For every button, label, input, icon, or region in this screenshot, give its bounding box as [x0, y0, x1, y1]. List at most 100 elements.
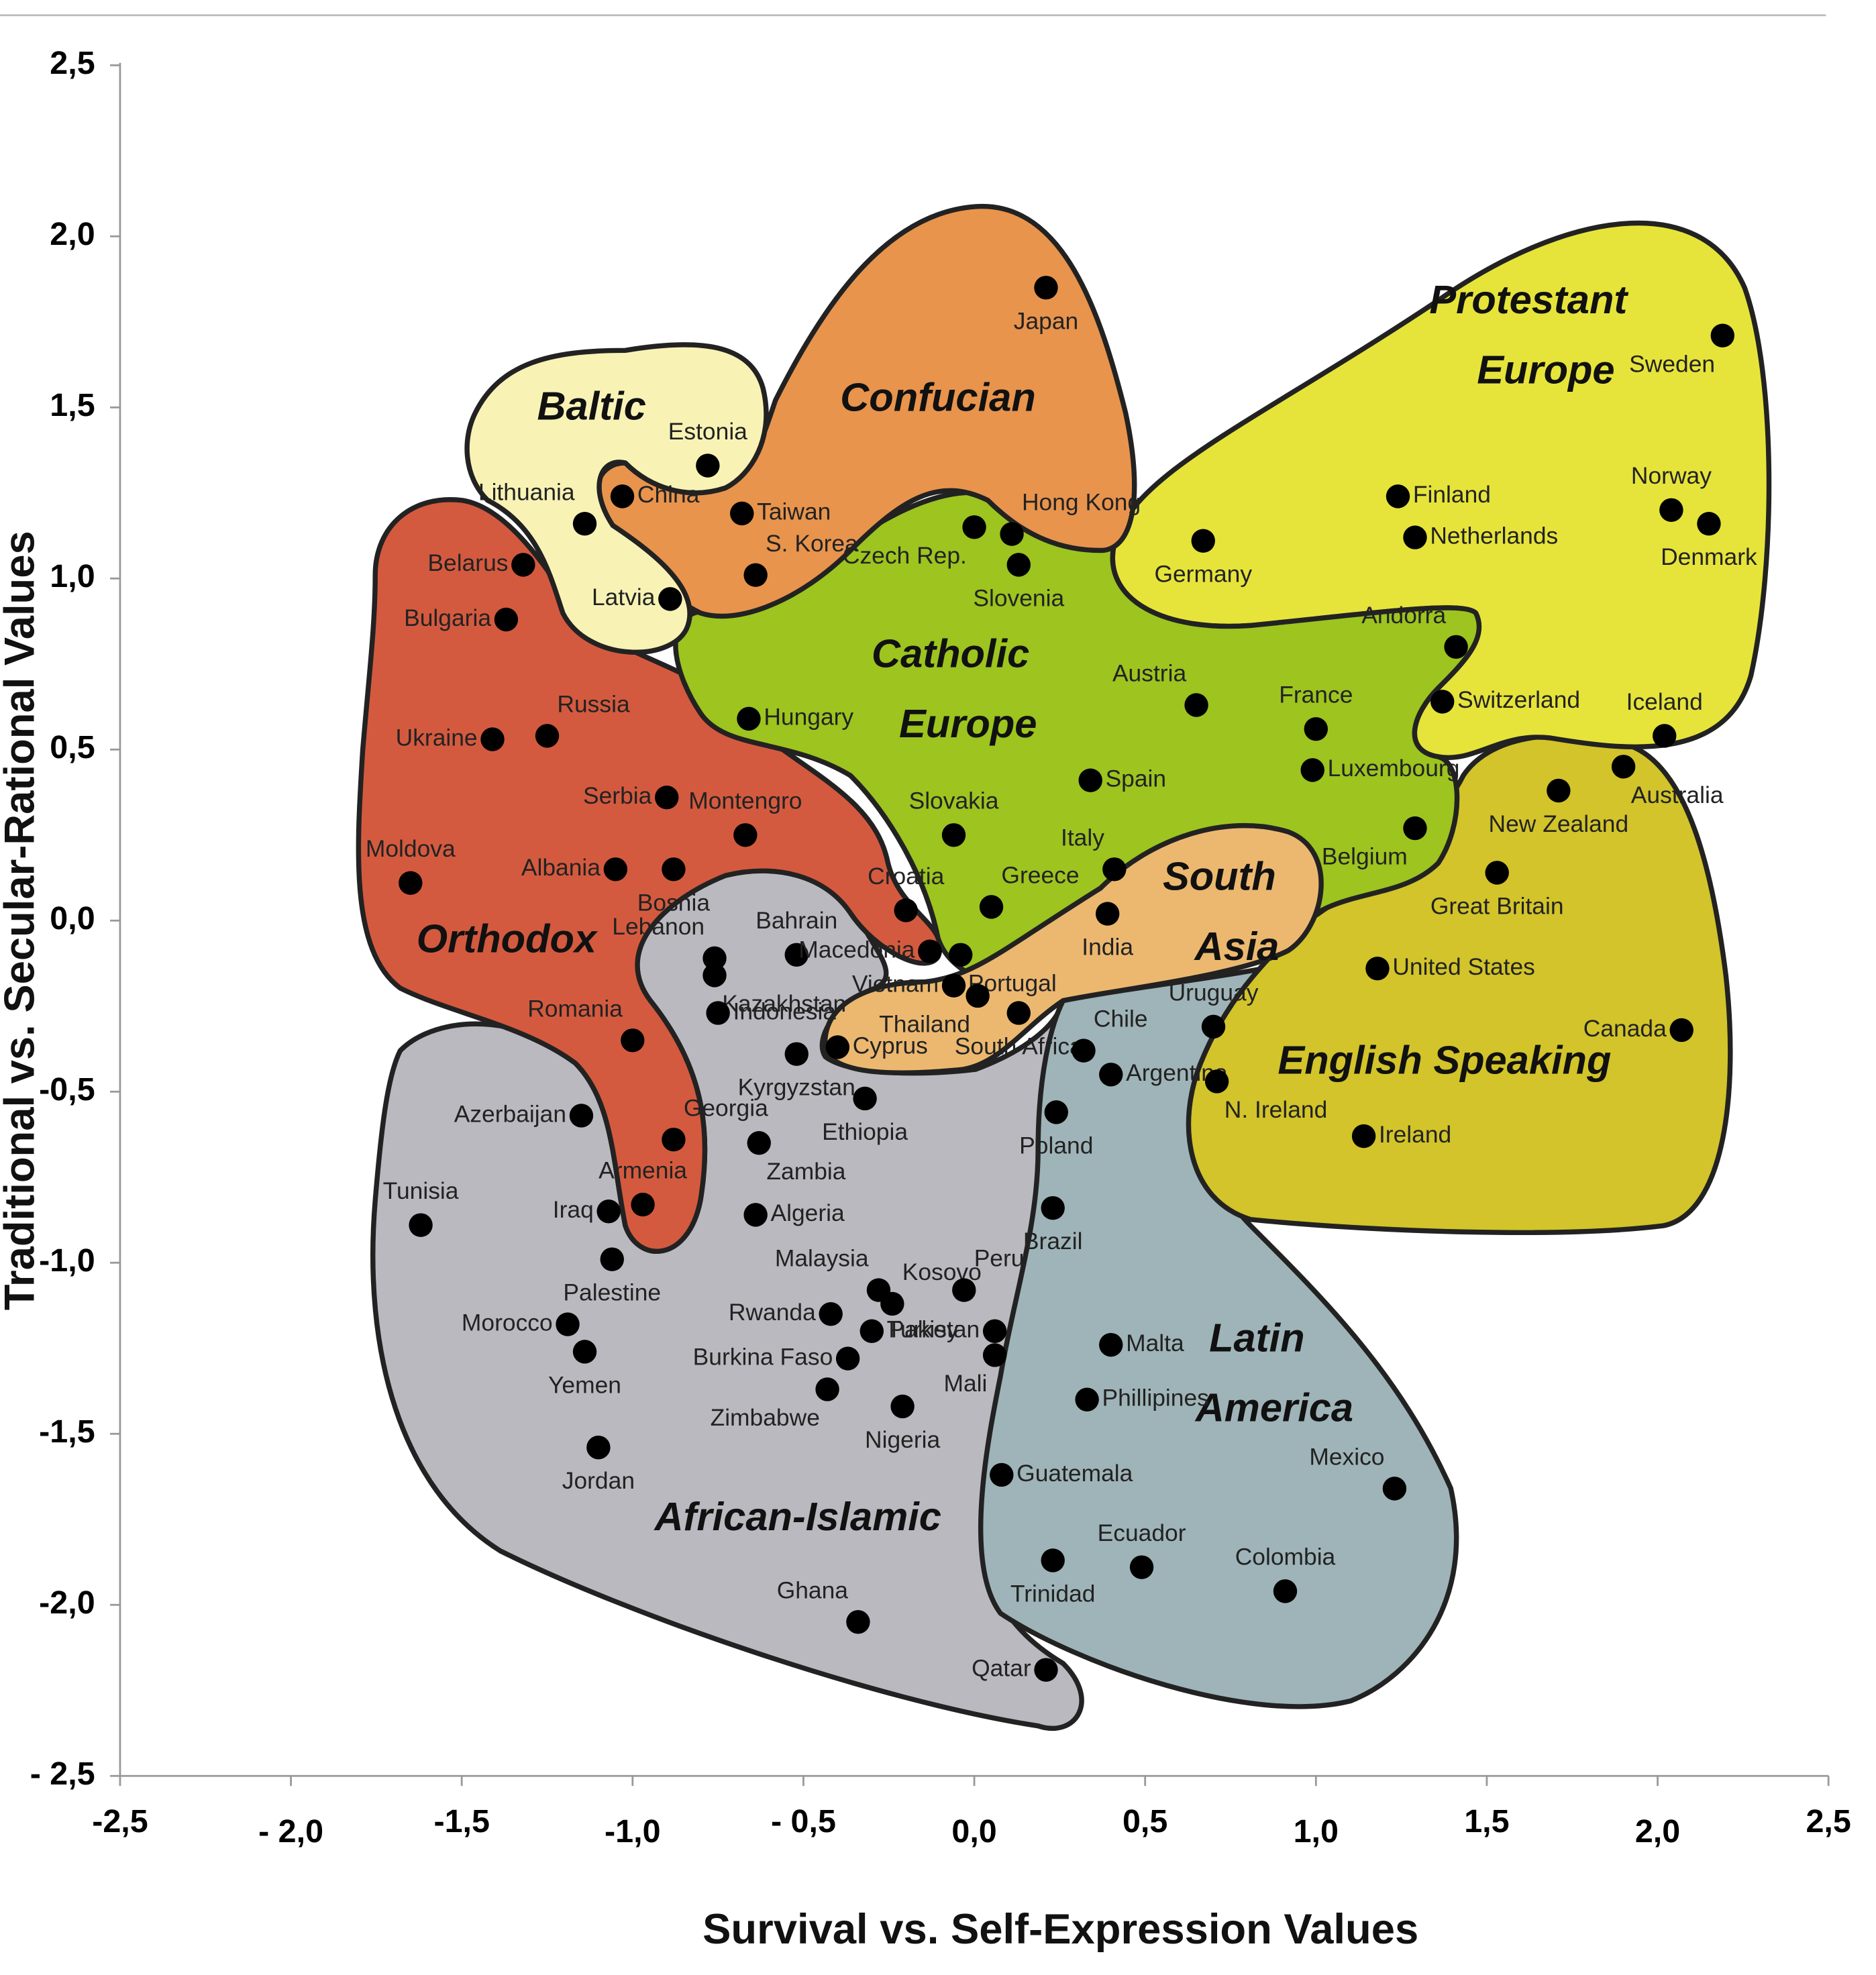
country-point	[1351, 1124, 1376, 1149]
country-label: Bosnia	[637, 889, 711, 916]
x-tick-label: -1,5	[433, 1803, 490, 1839]
zone-area	[356, 497, 943, 1254]
country-label: Belgium	[1322, 843, 1408, 870]
y-tick-label: -1,5	[39, 1413, 95, 1450]
country-label: Cyprus	[853, 1032, 928, 1059]
y-tick-label: 0,5	[50, 729, 95, 765]
x-tick-label: 1,0	[1294, 1813, 1339, 1850]
country-point	[1485, 861, 1509, 885]
country-point	[1099, 1063, 1123, 1087]
country-point	[1382, 1477, 1407, 1501]
country-label: Mali	[944, 1370, 988, 1397]
country-label: South Africa	[955, 1033, 1083, 1060]
country-point	[480, 727, 505, 751]
country-point	[825, 1035, 850, 1059]
country-point	[784, 1042, 809, 1066]
country-label: Qatar	[972, 1655, 1031, 1682]
x-tick-label: 0,5	[1123, 1803, 1167, 1839]
zone-label: English Speaking	[1278, 1038, 1611, 1083]
country-point	[846, 1610, 870, 1634]
country-point	[494, 607, 519, 632]
country-label: Mexico	[1309, 1443, 1384, 1470]
country-point	[1653, 724, 1677, 748]
country-point	[1669, 1018, 1693, 1043]
country-point	[1000, 522, 1024, 546]
country-point	[941, 823, 966, 847]
country-label: Germany	[1154, 561, 1252, 588]
country-label: Iceland	[1626, 688, 1703, 715]
country-point	[1403, 816, 1427, 841]
zone-label: South	[1163, 854, 1276, 899]
country-label: Montengro	[688, 788, 802, 814]
country-point	[1191, 529, 1215, 553]
country-point	[962, 515, 986, 539]
country-label: China	[637, 481, 700, 508]
zone-label: Catholic	[872, 631, 1029, 676]
zone-label: Latin	[1209, 1315, 1304, 1360]
country-point	[1075, 1387, 1099, 1411]
country-point	[730, 501, 754, 526]
country-label: Netherlands	[1430, 522, 1558, 549]
x-tick-label: -2,5	[92, 1803, 148, 1839]
country-label: Chile	[1094, 1006, 1148, 1032]
country-point	[982, 1343, 1007, 1367]
country-point	[918, 939, 942, 963]
country-point	[655, 785, 679, 810]
country-point	[1102, 857, 1127, 882]
country-label: Brazil	[1023, 1228, 1083, 1255]
country-point	[1006, 553, 1031, 577]
country-label: Zambia	[766, 1158, 845, 1185]
country-point	[819, 1302, 843, 1326]
country-label: Sweden	[1629, 350, 1715, 377]
country-label: Kyrgyzstan	[738, 1074, 855, 1101]
x-tick-label: - 2,0	[258, 1813, 323, 1850]
country-point	[747, 1131, 771, 1155]
country-point	[1099, 1332, 1123, 1357]
country-point	[702, 946, 727, 971]
country-point	[1129, 1555, 1154, 1579]
country-point	[894, 898, 918, 922]
country-point	[1386, 484, 1410, 509]
country-label: Macedonia	[798, 937, 915, 963]
country-label: Peru	[974, 1245, 1025, 1272]
country-label: Nigeria	[865, 1426, 940, 1453]
country-point	[1365, 956, 1390, 981]
country-point	[784, 943, 809, 967]
country-point	[586, 1435, 611, 1460]
country-label: Ghana	[777, 1577, 849, 1603]
country-label: Finland	[1413, 481, 1491, 508]
country-point	[890, 1394, 915, 1419]
country-label: India	[1082, 934, 1133, 961]
country-label: Bulgaria	[404, 604, 491, 631]
country-label: Algeria	[771, 1199, 845, 1226]
country-label: New Zealand	[1489, 810, 1629, 837]
country-point	[1710, 323, 1735, 348]
country-label: Moldova	[366, 835, 456, 862]
zone-label: Europe	[1477, 348, 1614, 392]
country-label: Ethiopia	[822, 1118, 908, 1145]
zone-label: Baltic	[537, 384, 645, 429]
country-label: Morocco	[462, 1309, 553, 1336]
country-point	[1072, 1038, 1096, 1063]
y-tick-label: 1,5	[50, 387, 95, 423]
country-label: Jordan	[562, 1467, 635, 1494]
country-point	[511, 553, 535, 577]
country-label: Rwanda	[729, 1299, 816, 1326]
country-point	[702, 963, 727, 987]
country-point	[1006, 1001, 1031, 1025]
x-tick-label: -1,0	[605, 1813, 660, 1850]
country-label: Great Britain	[1430, 892, 1564, 919]
country-point	[596, 1199, 621, 1224]
country-label: Turkey	[887, 1316, 959, 1343]
zone-label: America	[1194, 1385, 1353, 1430]
y-tick-label: 0,0	[50, 900, 95, 937]
country-label: Tunisia	[383, 1177, 459, 1204]
country-point	[1034, 276, 1058, 300]
country-label: Lebanon	[612, 913, 705, 940]
country-point	[1611, 755, 1636, 779]
country-label: Australia	[1631, 782, 1724, 808]
zone-area	[1186, 733, 1733, 1235]
y-tick-label: -2,0	[39, 1585, 95, 1621]
country-label: Spain	[1106, 765, 1167, 792]
country-label: Norway	[1631, 462, 1712, 489]
